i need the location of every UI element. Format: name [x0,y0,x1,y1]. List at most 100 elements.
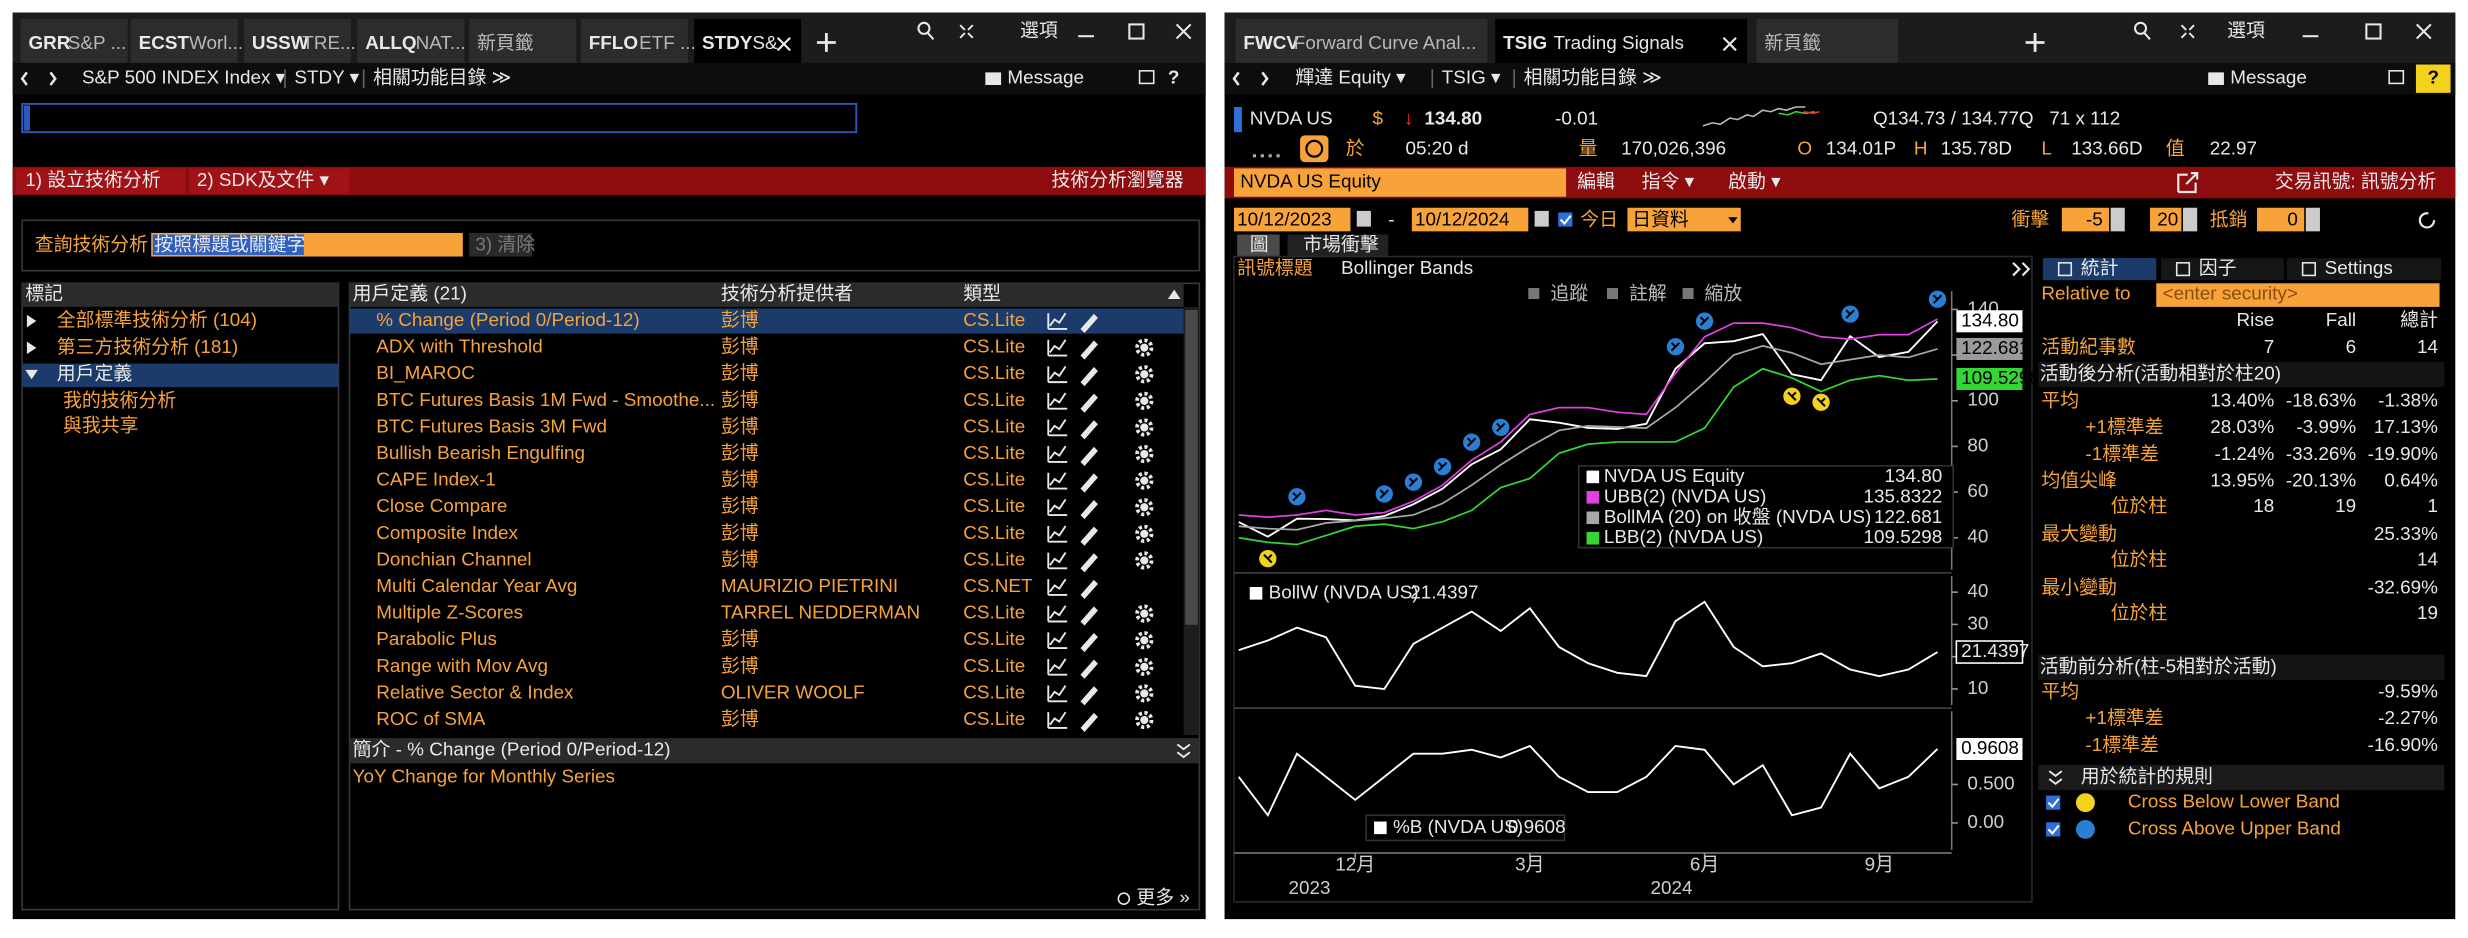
chart-icon [1047,578,1068,596]
function-field[interactable]: STDY ▾ [294,68,359,89]
impact-to[interactable] [2149,207,2182,232]
more-link[interactable]: 更多 » [1136,887,1189,909]
tab[interactable] [20,18,128,63]
offset-input[interactable] [2256,207,2305,232]
column-header[interactable]: 用戶定義 (21) [353,282,467,304]
stats-tab[interactable]: 因子 [2199,258,2237,279]
chart-tool[interactable]: 追蹤 [1550,282,1588,304]
tree-item[interactable]: 與我共享 [63,414,139,436]
analysis-name[interactable]: ROC of SMA [376,709,485,730]
type: CS.Lite [963,603,1025,624]
message-button[interactable]: Message [1007,68,1084,89]
analysis-name[interactable]: Close Compare [376,496,507,517]
tab[interactable] [130,18,238,63]
column-header[interactable]: 技術分析提供者 [721,282,853,304]
analysis-name[interactable]: ADX with Threshold [376,337,542,358]
help-box [2415,64,2451,93]
tab[interactable] [1756,18,1899,63]
chart-tool[interactable]: 縮放 [1705,282,1743,304]
value-tag [1956,367,2023,391]
analysis-name[interactable]: BI_MAROC [376,363,475,384]
analysis-name[interactable]: Composite Index [376,523,518,544]
column-header[interactable]: 類型 [963,282,1001,304]
search-icon [927,32,935,41]
type: CS.NET [963,576,1033,597]
menu-button[interactable] [188,168,350,194]
menu-item[interactable]: 編輯 [1577,171,1615,193]
rule-name[interactable]: Cross Above Upper Band [2128,818,2341,839]
tab[interactable] [1235,18,1488,63]
checkbox[interactable] [1558,212,1573,227]
menu-item[interactable]: 1) 設立技術分析 [25,169,160,191]
view-tab[interactable] [1287,234,1389,257]
options-menu[interactable]: 選項 [1020,19,1058,41]
menu-item[interactable]: 指令 ▾ [1642,171,1695,193]
analysis-name[interactable]: Multi Calendar Year Avg [376,576,577,597]
chart-tool[interactable]: 註解 [1629,282,1667,304]
related-functions[interactable]: 相關功能目錄 ≫ [1524,67,1662,89]
message-button[interactable]: Message [2230,68,2307,89]
tab[interactable] [244,18,352,63]
legend-name: UBB(2) (NVDA US) [1604,486,1767,507]
tab[interactable] [580,18,688,63]
command-input[interactable] [21,102,858,134]
analysis-name[interactable]: CAPE Index-1 [376,470,496,491]
help-button[interactable]: ? [2427,68,2439,89]
view-tab[interactable] [1237,234,1280,257]
menu-item[interactable]: 啟動 ▾ [1728,171,1781,193]
help-button[interactable]: ? [1168,68,1180,89]
analysis-name[interactable]: Relative Sector & Index [376,682,574,703]
impact-from[interactable] [2061,207,2110,232]
analysis-name[interactable]: BTC Futures Basis 1M Fwd - Smoothe... [376,390,715,411]
stats-tab[interactable]: Settings [2325,258,2393,279]
menu-item[interactable]: 2) SDK及文件 ▾ [197,169,330,191]
clear-button[interactable] [469,232,533,257]
security-field[interactable]: 輝達 Equity ▾ [1295,67,1406,89]
quote-low-label: L [2041,138,2051,159]
value-tag-label: 134.80 [1961,310,2019,331]
checkbox[interactable] [2046,795,2061,810]
analysis-name[interactable]: Bullish Bearish Engulfing [376,443,585,464]
tree-item[interactable]: 用戶定義 [57,363,133,385]
tab[interactable] [694,18,802,63]
tab[interactable] [469,18,577,63]
analysis-name[interactable]: Parabolic Plus [376,629,497,650]
value-tag-label: 21.4397 [1961,641,2029,662]
tree-item[interactable]: 我的技術分析 [63,389,176,411]
period-select[interactable] [1627,207,1741,232]
checkbox[interactable] [2046,822,2061,837]
function-field[interactable]: TSIG ▾ [1442,68,1501,89]
tab[interactable] [1495,18,1748,63]
relative-input[interactable] [2156,283,2440,307]
provider: 彭博 [721,309,759,331]
nav-arrow [1232,71,1240,86]
settings-icon [1140,715,1149,725]
tree-item[interactable]: 第三方技術分析 (181) [57,336,238,358]
edit-icon [1080,712,1098,732]
analysis-name[interactable]: % Change (Period 0/Period-12) [376,310,639,331]
clear-button[interactable]: 3) 清除 [475,234,535,256]
stats-tab[interactable] [2160,258,2284,281]
stats-tab[interactable] [2286,258,2442,281]
menu-button[interactable] [15,168,186,194]
rule-name[interactable]: Cross Below Lower Band [2128,792,2340,813]
security-field[interactable]: S&P 500 INDEX Index ▾ [82,68,286,89]
table-header [349,283,1184,307]
analysis-name[interactable]: Range with Mov Avg [376,656,548,677]
related-functions[interactable]: 相關功能目錄 ≫ [373,67,511,89]
signal-glyph [1932,294,1943,304]
analysis-name[interactable]: BTC Futures Basis 3M Fwd [376,416,607,437]
analysis-name[interactable]: Donchian Channel [376,549,531,570]
stat-label: 平均 [2041,389,2079,411]
options-menu[interactable]: 選項 [2227,19,2265,41]
legend-value: 0.9608 [1508,817,1566,838]
date-input[interactable] [1411,207,1529,232]
maximize[interactable] [1128,23,1145,40]
date-input[interactable] [1234,207,1351,232]
security-box[interactable] [1234,168,1567,197]
analysis-name[interactable]: Multiple Z-Scores [376,603,523,624]
maximize[interactable] [2365,23,2382,40]
tab[interactable] [357,18,465,63]
tree-item[interactable]: 全部標準技術分析 (104) [57,309,257,331]
stats-tab[interactable]: 統計 [2081,257,2119,279]
